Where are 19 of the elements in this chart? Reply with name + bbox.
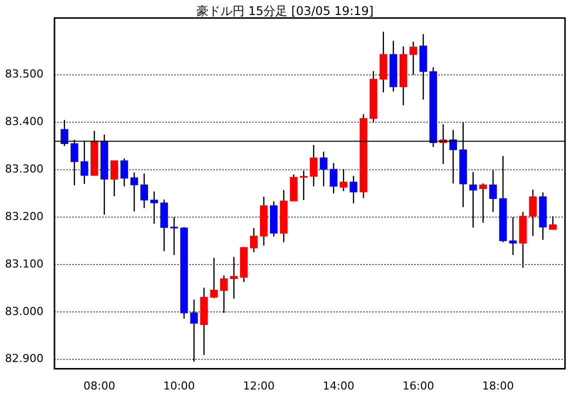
x-tick-label: 08:00 <box>83 379 116 392</box>
candlestick <box>140 172 148 209</box>
y-tick-label: 83.100 <box>4 257 44 270</box>
y-tick-label: 82.900 <box>4 352 44 366</box>
x-tick-label: 10:00 <box>163 379 195 392</box>
y-tick-label: 83.300 <box>4 162 44 176</box>
candlestick <box>250 227 258 253</box>
candlestick <box>130 172 138 212</box>
chart-title: 豪ドル円 15分足 [03/05 19:19] <box>195 3 375 20</box>
x-tick-label: 18:00 <box>482 379 514 392</box>
x-tick-label: 14:00 <box>322 379 354 392</box>
y-tick-label: 83.500 <box>4 68 44 81</box>
y-tick-label: 83.400 <box>4 115 44 128</box>
y-tick-label: 83.000 <box>4 304 44 318</box>
x-tick-label: 12:00 <box>242 379 275 392</box>
candlestick <box>210 257 218 299</box>
candlestick <box>350 175 358 204</box>
x-tick-label: 16:00 <box>402 379 434 392</box>
y-tick-label: 83.200 <box>4 210 44 223</box>
